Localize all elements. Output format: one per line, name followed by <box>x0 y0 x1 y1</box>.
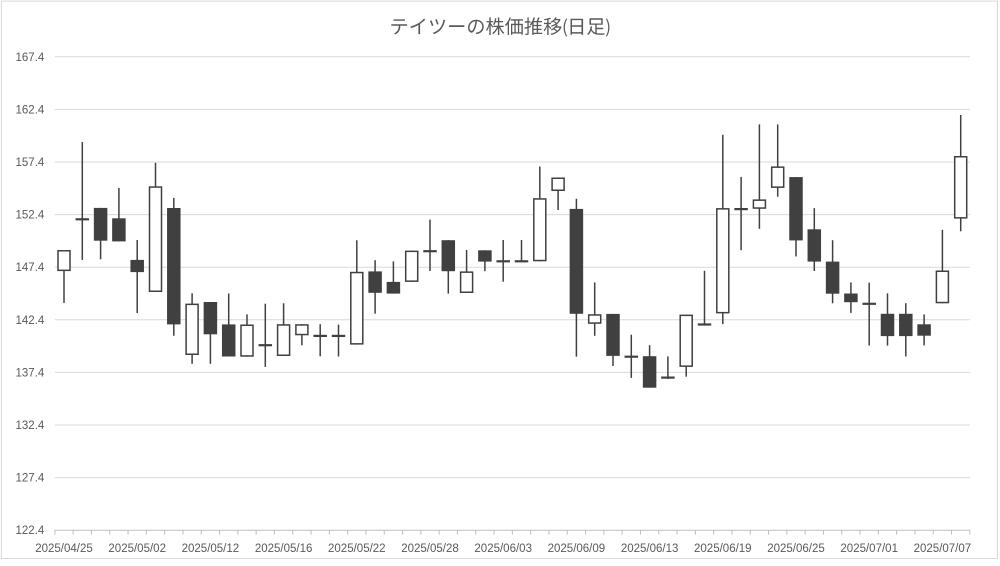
svg-text:122.4: 122.4 <box>16 525 45 537</box>
svg-text:147.4: 147.4 <box>16 262 45 274</box>
svg-text:2025/05/02: 2025/05/02 <box>108 543 166 555</box>
svg-text:167.4: 167.4 <box>16 52 45 64</box>
svg-text:2025/04/25: 2025/04/25 <box>35 543 93 555</box>
svg-text:137.4: 137.4 <box>16 367 45 379</box>
svg-text:2025/07/01: 2025/07/01 <box>840 543 898 555</box>
svg-text:2025/05/16: 2025/05/16 <box>255 543 313 555</box>
svg-text:2025/05/22: 2025/05/22 <box>328 543 386 555</box>
svg-text:2025/06/03: 2025/06/03 <box>474 543 532 555</box>
svg-text:2025/06/19: 2025/06/19 <box>694 543 752 555</box>
svg-text:2025/06/09: 2025/06/09 <box>548 543 606 555</box>
svg-text:2025/06/13: 2025/06/13 <box>621 543 679 555</box>
svg-text:2025/05/28: 2025/05/28 <box>401 543 459 555</box>
svg-text:142.4: 142.4 <box>16 315 45 327</box>
svg-text:162.4: 162.4 <box>16 104 45 116</box>
svg-text:127.4: 127.4 <box>16 473 45 485</box>
svg-text:157.4: 157.4 <box>16 157 45 169</box>
svg-text:132.4: 132.4 <box>16 420 45 432</box>
svg-text:152.4: 152.4 <box>16 210 45 222</box>
svg-text:2025/06/25: 2025/06/25 <box>767 543 825 555</box>
svg-text:2025/07/07: 2025/07/07 <box>914 543 972 555</box>
svg-text:2025/05/12: 2025/05/12 <box>182 543 240 555</box>
